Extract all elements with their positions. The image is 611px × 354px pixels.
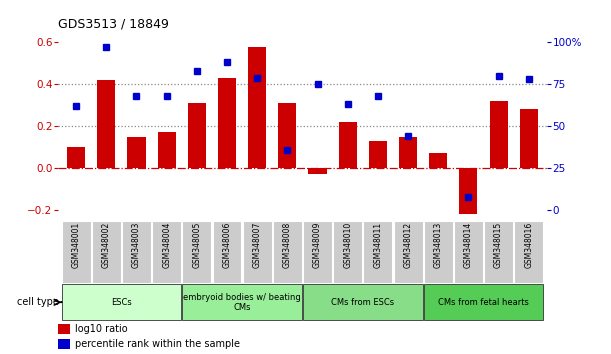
Bar: [429, 153, 447, 168]
FancyBboxPatch shape: [514, 221, 543, 284]
Bar: [188, 103, 206, 168]
Text: GSM348011: GSM348011: [373, 222, 382, 268]
FancyBboxPatch shape: [364, 221, 392, 284]
Bar: [489, 101, 508, 168]
Text: GSM348009: GSM348009: [313, 222, 322, 268]
Bar: [58, 324, 70, 334]
Bar: [338, 122, 357, 168]
Text: GSM348007: GSM348007: [253, 222, 262, 268]
FancyBboxPatch shape: [243, 221, 272, 284]
Bar: [158, 132, 176, 168]
Bar: [248, 46, 266, 168]
FancyBboxPatch shape: [152, 221, 181, 284]
FancyBboxPatch shape: [454, 221, 483, 284]
Text: GSM348004: GSM348004: [162, 222, 171, 268]
Text: CMs from fetal hearts: CMs from fetal hearts: [438, 298, 529, 307]
FancyBboxPatch shape: [333, 221, 362, 284]
Text: GSM348001: GSM348001: [71, 222, 81, 268]
Bar: [97, 80, 115, 168]
Bar: [58, 339, 70, 349]
FancyBboxPatch shape: [122, 221, 151, 284]
Bar: [309, 168, 327, 175]
FancyBboxPatch shape: [92, 221, 121, 284]
FancyBboxPatch shape: [393, 221, 423, 284]
FancyBboxPatch shape: [182, 221, 211, 284]
Text: percentile rank within the sample: percentile rank within the sample: [75, 339, 240, 349]
Text: CMs from ESCs: CMs from ESCs: [331, 298, 394, 307]
Text: GSM348006: GSM348006: [222, 222, 232, 268]
Text: GSM348002: GSM348002: [102, 222, 111, 268]
FancyBboxPatch shape: [62, 221, 90, 284]
FancyBboxPatch shape: [424, 284, 543, 320]
FancyBboxPatch shape: [182, 284, 302, 320]
Text: GSM348010: GSM348010: [343, 222, 352, 268]
FancyBboxPatch shape: [484, 221, 513, 284]
Text: ESCs: ESCs: [111, 298, 132, 307]
Bar: [459, 168, 477, 214]
Bar: [399, 137, 417, 168]
FancyBboxPatch shape: [303, 221, 332, 284]
FancyBboxPatch shape: [273, 221, 302, 284]
Text: log10 ratio: log10 ratio: [75, 324, 128, 334]
Text: GSM348014: GSM348014: [464, 222, 473, 268]
Text: GSM348008: GSM348008: [283, 222, 292, 268]
Bar: [67, 147, 85, 168]
FancyBboxPatch shape: [303, 284, 423, 320]
FancyBboxPatch shape: [213, 221, 241, 284]
Text: embryoid bodies w/ beating
CMs: embryoid bodies w/ beating CMs: [183, 292, 301, 312]
Text: GSM348003: GSM348003: [132, 222, 141, 268]
FancyBboxPatch shape: [424, 221, 453, 284]
Text: GSM348016: GSM348016: [524, 222, 533, 268]
Bar: [128, 137, 145, 168]
Text: GSM348015: GSM348015: [494, 222, 503, 268]
Text: GSM348005: GSM348005: [192, 222, 202, 268]
Bar: [278, 103, 296, 168]
Bar: [218, 78, 236, 168]
Text: GDS3513 / 18849: GDS3513 / 18849: [58, 18, 169, 31]
Text: GSM348013: GSM348013: [434, 222, 443, 268]
Bar: [369, 141, 387, 168]
FancyBboxPatch shape: [62, 284, 181, 320]
Text: GSM348012: GSM348012: [403, 222, 412, 268]
Text: cell type: cell type: [16, 297, 59, 307]
Bar: [520, 109, 538, 168]
